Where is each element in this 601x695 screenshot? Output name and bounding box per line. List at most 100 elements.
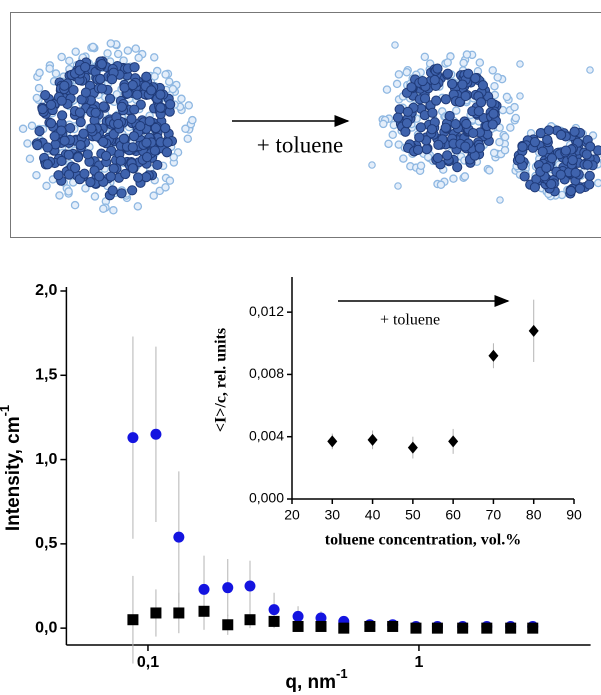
solvent-molecule	[423, 152, 433, 162]
asphaltene-molecule	[68, 84, 79, 96]
solvent-molecule	[113, 49, 123, 59]
point	[244, 580, 256, 592]
asphaltene-molecule	[412, 144, 424, 156]
y-tick-label: 1,5	[35, 367, 57, 384]
asphaltene-molecule	[463, 68, 474, 79]
asphaltene-molecule	[115, 155, 126, 166]
asphaltene-molecule	[542, 134, 553, 145]
solvent-molecule	[65, 56, 74, 66]
asphaltene-molecule	[63, 169, 75, 180]
asphaltene-molecule	[392, 112, 404, 123]
point	[292, 620, 304, 632]
asphaltene-molecule	[74, 107, 86, 118]
asphaltene-molecule	[132, 89, 143, 100]
solvent-molecule	[64, 187, 73, 196]
asphaltene-molecule	[146, 85, 157, 96]
solvent-molecule	[506, 123, 515, 132]
asphaltene-molecule	[53, 170, 64, 181]
solvent-molecule	[394, 70, 404, 79]
asphaltene-molecule	[514, 153, 526, 164]
solvent-molecule	[51, 69, 61, 78]
solvent-molecule	[500, 132, 510, 142]
asphaltene-molecule	[161, 147, 173, 158]
asphaltene-molecule	[126, 113, 137, 125]
asphaltene-molecule	[42, 159, 53, 170]
asphaltene-molecule	[541, 162, 552, 173]
solvent-molecule	[490, 81, 499, 91]
x-tick-label: 80	[526, 507, 542, 523]
asphaltene-molecule	[100, 150, 112, 162]
solvent-molecule	[164, 77, 174, 86]
diagram-label: + toluene	[257, 132, 343, 157]
point	[315, 612, 327, 624]
asphaltene-molecule	[80, 61, 91, 73]
solvent-molecule	[449, 174, 458, 183]
asphaltene-molecule	[414, 132, 425, 143]
solvent-molecule	[99, 204, 108, 213]
point	[222, 619, 234, 631]
solvent-molecule	[90, 192, 100, 201]
asphaltene-molecule	[107, 185, 118, 196]
x-axis-title-group: q, nm-1	[285, 666, 347, 693]
asphaltene-molecule	[582, 159, 593, 170]
solvent-molecule	[150, 72, 159, 81]
asphaltene-molecule	[569, 126, 580, 137]
asphaltene-molecule	[116, 188, 127, 199]
x-tick-label: 1	[414, 654, 423, 671]
asphaltene-molecule	[546, 178, 557, 190]
asphaltene-molecule	[104, 93, 116, 104]
point	[268, 615, 280, 627]
solvent-molecule	[71, 47, 80, 56]
inset-y-axis-title: <I>/c, rel. units	[213, 328, 230, 432]
solvent-molecule	[500, 145, 510, 155]
solvent-molecule	[382, 85, 392, 94]
asphaltene-molecule	[486, 97, 497, 109]
solvent-molecule	[475, 58, 485, 67]
asphaltene-molecule	[487, 119, 498, 130]
point	[431, 622, 443, 634]
solvent-molecule	[392, 79, 402, 89]
solvent-molecule	[368, 161, 376, 169]
solvent-molecule	[149, 191, 158, 200]
asphaltene-molecule	[32, 139, 43, 151]
solvent-molecule	[489, 148, 499, 158]
solvent-molecule	[496, 196, 504, 204]
point	[292, 610, 304, 622]
point	[367, 433, 378, 446]
asphaltene-molecule	[152, 159, 163, 171]
solvent-molecule	[488, 66, 497, 75]
solvent-molecule	[462, 50, 472, 59]
asphaltene-molecule	[82, 149, 93, 160]
clusters	[18, 39, 601, 215]
asphaltene-molecule	[432, 63, 443, 74]
point	[505, 622, 517, 634]
asphaltene-molecule	[127, 80, 138, 91]
asphaltene-molecule	[442, 150, 453, 161]
y-axis-title-sup: -1	[0, 405, 12, 417]
y-tick-label: 0,008	[249, 365, 284, 381]
point	[198, 583, 210, 595]
asphaltene-molecule	[45, 99, 57, 110]
asphaltene-molecule	[440, 122, 451, 133]
point	[268, 604, 280, 616]
asphaltene-molecule	[460, 90, 471, 102]
solvent-molecule	[177, 94, 186, 104]
point	[448, 435, 459, 448]
solvent-molecule	[88, 42, 98, 52]
asphaltene-molecule	[429, 74, 440, 86]
asphaltene-molecule	[129, 104, 140, 115]
solvent-molecule	[32, 93, 42, 103]
asphaltene-molecule	[57, 110, 68, 121]
solvent-molecule	[123, 46, 133, 55]
x-tick-label: 40	[365, 507, 381, 523]
asphaltene-molecule	[470, 73, 481, 84]
asphaltene-molecule	[85, 177, 96, 188]
point	[222, 582, 234, 594]
solvent-molecule	[495, 137, 504, 147]
asphaltene-molecule	[488, 108, 499, 119]
asphaltene-molecule	[517, 141, 528, 152]
solvent-molecule	[379, 119, 388, 129]
asphaltene-molecule	[401, 118, 413, 129]
